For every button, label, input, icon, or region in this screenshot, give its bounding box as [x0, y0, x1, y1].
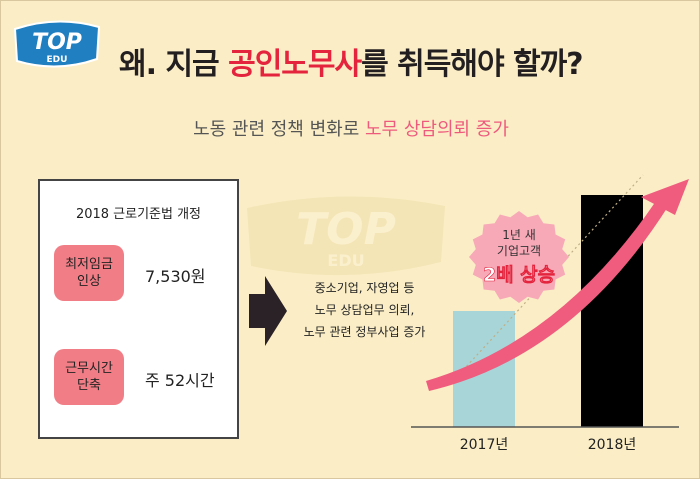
top-edu-logo: TOP EDU — [13, 20, 101, 68]
title-highlight: 공인노무사 — [228, 47, 362, 82]
subtitle: 노동 관련 정책 변화로 노무 상담의뢰 증가 — [1, 115, 699, 141]
x-tick-label-1: 2017년 — [460, 437, 509, 453]
title-post: 를 취득해야 할까? — [361, 47, 583, 82]
law-box-title: 2018 근로기준법 개정 — [75, 207, 202, 222]
growth-arrow-icon — [426, 179, 689, 391]
effect-line-2: 노무 상담업무 의뢰, — [314, 303, 415, 317]
min-wage-value: 7,530원 — [145, 267, 206, 286]
watermark-logo: TOP EDU — [247, 196, 445, 276]
watermark-text-bottom: EDU — [327, 251, 364, 270]
min-wage-pill: 최저임금 인상 — [54, 245, 124, 301]
callout-line-3: 2배 상승 — [483, 264, 555, 286]
right-arrow-icon — [249, 276, 287, 346]
callout-line-2: 기업고객 — [497, 244, 541, 258]
effect-line-3: 노무 관련 정부사업 증가 — [303, 325, 426, 339]
min-wage-label: 최저임금 인상 — [65, 257, 113, 289]
subtitle-pre: 노동 관련 정책 변화로 — [193, 119, 365, 140]
page-title: 왜. 지금 공인노무사를 취득해야 할까? — [119, 39, 584, 83]
logo-text-top: TOP — [32, 30, 82, 55]
effects-text: 중소기업, 자영업 등 노무 상담업무 의뢰, 노무 관련 정부사업 증가 — [292, 277, 437, 343]
bar-2 — [581, 195, 643, 427]
callout-line-1: 1년 새 — [502, 228, 536, 242]
law-change-box: 2018 근로기준법 개정 최저임금 인상 7,530원 근무시간 단축 주 5… — [38, 179, 239, 439]
work-hours-pill: 근무시간 단축 — [54, 349, 124, 405]
work-hours-label: 근무시간 단축 — [65, 361, 113, 393]
effect-line-1: 중소기업, 자영업 등 — [314, 281, 415, 295]
watermark-text-top: TOP — [296, 204, 396, 255]
callout-badge — [469, 211, 569, 303]
subtitle-highlight: 노무 상담의뢰 증가 — [365, 119, 509, 140]
x-tick-label-2: 2018년 — [588, 437, 637, 453]
title-pre: 왜. 지금 — [119, 47, 229, 82]
work-hours-value: 주 52시간 — [145, 371, 215, 390]
logo-text-bottom: EDU — [47, 55, 68, 65]
